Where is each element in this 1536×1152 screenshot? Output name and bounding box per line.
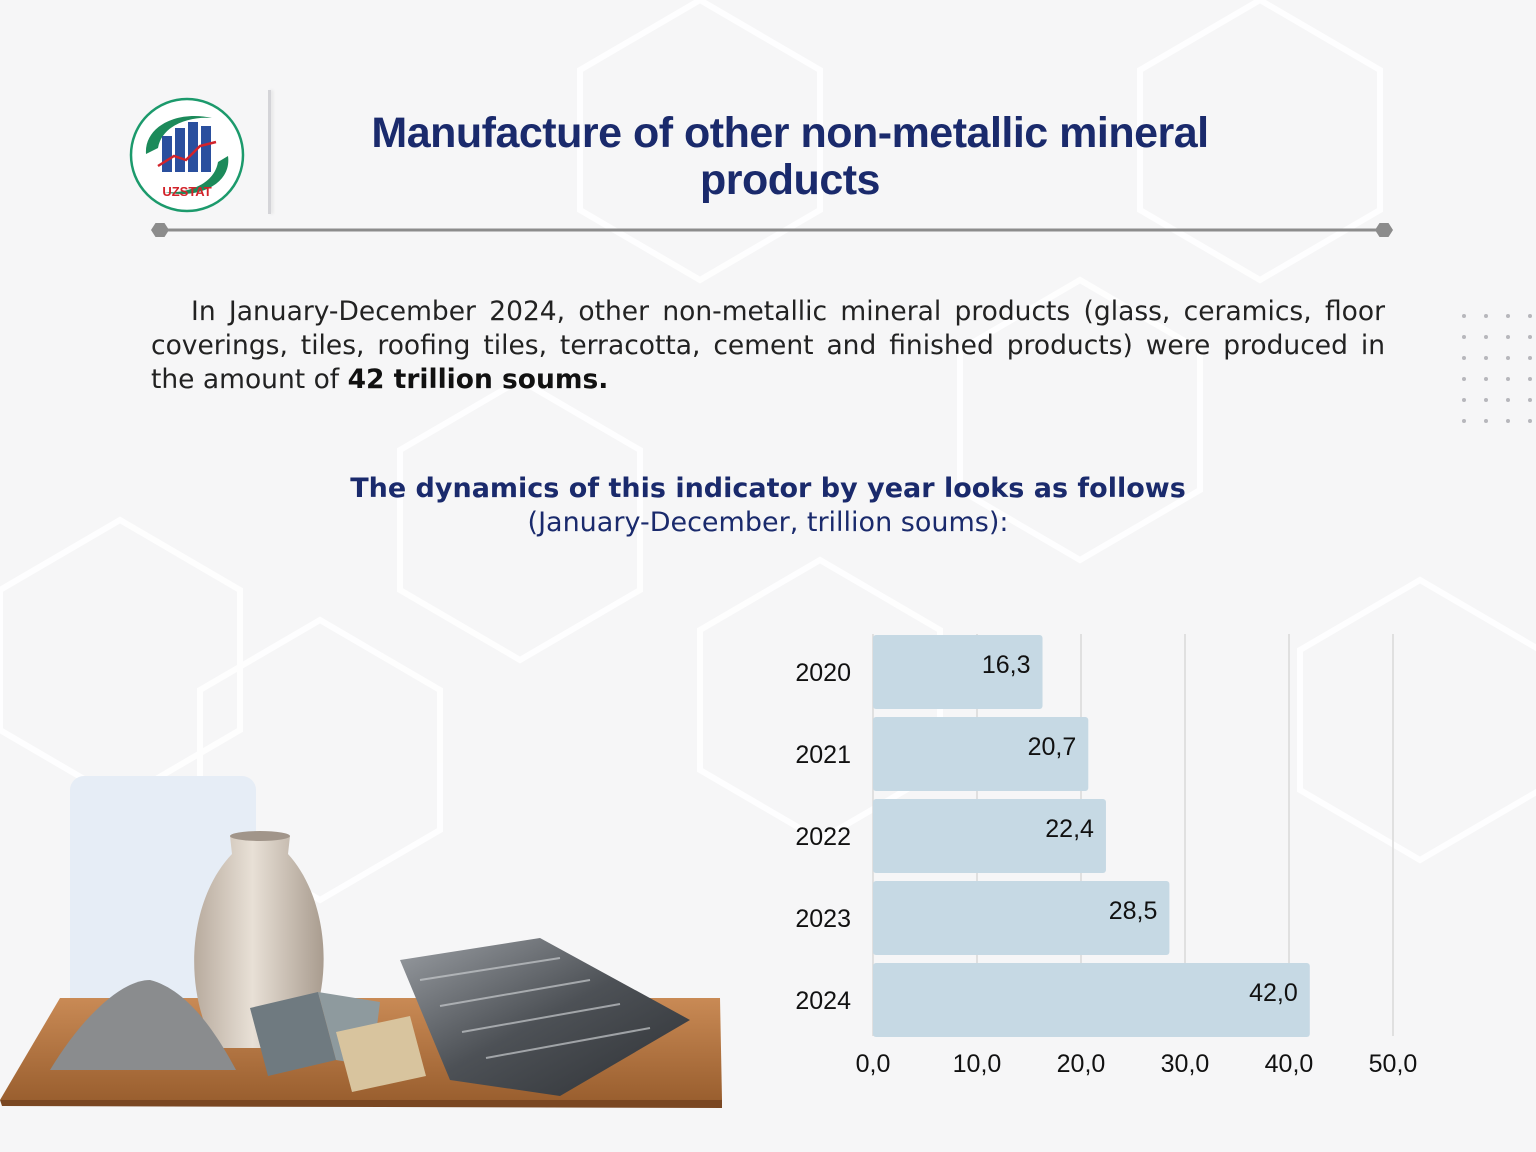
decorative-dot	[1506, 398, 1510, 402]
category-label: 2024	[795, 987, 851, 1015]
decorative-dot	[1528, 356, 1532, 360]
header-divider	[268, 90, 271, 214]
decorative-dot	[1528, 419, 1532, 423]
uzstat-logo: UZSTAT	[129, 97, 245, 213]
data-label: 22,4	[1045, 815, 1094, 843]
decorative-dot	[1462, 356, 1466, 360]
chart-labels: 0,0 10,0 20,0 30,0 40,0 50,0 16,3 2020 20,7 2021 2…	[795, 651, 1417, 1078]
decorative-dot	[1506, 356, 1510, 360]
decorative-dot	[1484, 335, 1488, 339]
decorative-dot	[1462, 398, 1466, 402]
x-tick-label: 50,0	[1369, 1050, 1418, 1078]
x-tick-label: 10,0	[953, 1050, 1002, 1078]
decorative-dot	[1506, 335, 1510, 339]
chart-units-note: (January-December, trillion soums):	[527, 507, 1009, 538]
category-label: 2022	[795, 823, 851, 851]
mineral-products-illustration	[0, 776, 722, 1108]
bar	[873, 799, 1106, 873]
decorative-dot	[1462, 335, 1466, 339]
decorative-dot	[1528, 314, 1532, 318]
decorative-dot	[1484, 356, 1488, 360]
decorative-dot-grid	[1462, 314, 1532, 423]
decorative-dot	[1462, 419, 1466, 423]
ceramic-tile	[336, 1016, 426, 1092]
logo-text: UZSTAT	[162, 184, 211, 199]
x-tick-label: 40,0	[1265, 1050, 1314, 1078]
decorative-dot	[1462, 377, 1466, 381]
bar	[873, 963, 1310, 1037]
cement-pile	[50, 980, 236, 1070]
title-underline	[151, 223, 1393, 237]
data-label: 42,0	[1249, 979, 1298, 1007]
x-tick-label: 20,0	[1057, 1050, 1106, 1078]
data-label: 20,7	[1028, 733, 1077, 761]
bar	[873, 881, 1170, 955]
intro-paragraph: In January-December 2024, other non-meta…	[151, 295, 1385, 397]
x-tick-label: 30,0	[1161, 1050, 1210, 1078]
decorative-dot	[1484, 419, 1488, 423]
data-label: 16,3	[982, 651, 1031, 679]
decorative-dot	[1484, 314, 1488, 318]
data-label: 28,5	[1109, 897, 1158, 925]
decorative-dot	[1528, 398, 1532, 402]
decorative-dot	[1506, 314, 1510, 318]
ceramic-vase	[194, 836, 324, 1048]
decorative-dot	[1506, 377, 1510, 381]
category-label: 2020	[795, 659, 851, 687]
chart-heading: The dynamics of this indicator by year l…	[350, 473, 1186, 504]
decorative-dot	[1484, 377, 1488, 381]
intro-text: In January-December 2024, other non-meta…	[151, 296, 1385, 395]
decorative-dot	[1528, 377, 1532, 381]
page-title: Manufacture of other non-metallic minera…	[371, 109, 1209, 204]
decorative-dot	[1528, 335, 1532, 339]
intro-highlight: 42 trillion soums.	[347, 364, 609, 395]
x-tick-label: 0,0	[856, 1050, 891, 1078]
decorative-dot	[1462, 314, 1466, 318]
decorative-dot	[1484, 398, 1488, 402]
chart-bars	[873, 635, 1310, 1037]
category-label: 2023	[795, 905, 851, 933]
bar	[873, 635, 1043, 709]
category-label: 2021	[795, 741, 851, 769]
decorative-dot	[1506, 419, 1510, 423]
stone-tile	[250, 992, 336, 1076]
bar	[873, 717, 1089, 791]
bar-chart: 0,0 10,0 20,0 30,0 40,0 50,0 16,3 2020 20,7 2021 2…	[795, 634, 1417, 1078]
